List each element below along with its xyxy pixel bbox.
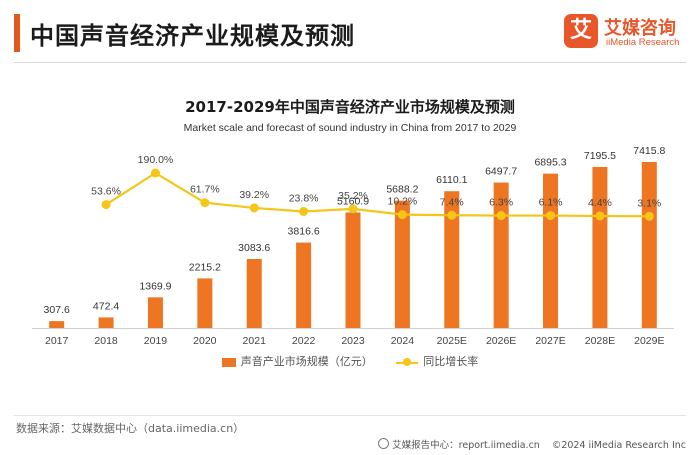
bar-value-label: 6497.7 — [485, 166, 517, 178]
bar-2024 — [394, 200, 410, 328]
bar-value-label: 7195.5 — [584, 150, 616, 162]
growth-point-2026E — [496, 211, 506, 221]
x-tick-label: 2026E — [486, 335, 516, 347]
brand-logo: 艾 艾媒咨询 iiMedia Research — [564, 10, 684, 52]
x-tick-label: 2023 — [341, 335, 365, 347]
legend-line-label: 同比增长率 — [423, 355, 479, 368]
bar-2022 — [296, 242, 312, 328]
growth-point-2027E — [546, 211, 556, 221]
bar-value-label: 3083.6 — [238, 242, 270, 254]
data-source-note: 数据来源：艾媒数据中心（data.iimedia.cn） — [16, 422, 245, 435]
growth-rate-label: 3.1% — [637, 197, 661, 209]
growth-point-2025E — [447, 210, 457, 220]
growth-rate-label: 53.6% — [91, 186, 121, 198]
growth-rate-label: 4.4% — [588, 197, 612, 209]
bar-value-label: 472.4 — [93, 300, 119, 312]
chart-subtitle: Market scale and forecast of sound indus… — [183, 122, 517, 134]
footer-credits: 艾媒报告中心：report.iimedia.cn ©2024 iiMedia Re… — [378, 437, 686, 451]
growth-rate-label: 6.1% — [539, 197, 563, 209]
header-accent-bar — [14, 14, 20, 52]
growth-rate-label: 61.7% — [190, 184, 220, 196]
bar-value-label: 7415.8 — [633, 145, 665, 157]
copyright-text: ©2024 iiMedia Research Inc — [551, 440, 686, 451]
footer-divider — [14, 415, 686, 416]
x-tick-label: 2018 — [94, 335, 118, 347]
growth-point-2023 — [348, 204, 358, 214]
legend-line-swatch — [396, 357, 419, 367]
brand-subtitle: iiMedia Research — [606, 37, 680, 48]
brand-name: 艾媒咨询 — [604, 18, 676, 39]
growth-rate-label: 35.2% — [338, 190, 368, 202]
bar-2018 — [98, 317, 114, 328]
bar-2027E — [543, 173, 559, 328]
brand-badge-icon: 艾 — [564, 14, 598, 48]
x-tick-label: 2027E — [535, 335, 565, 347]
x-tick-label: 2024 — [391, 335, 415, 347]
bar-value-label: 2215.2 — [189, 261, 221, 273]
bar-value-label: 6110.1 — [436, 174, 467, 186]
growth-point-2019 — [150, 168, 160, 178]
bar-2026E — [493, 182, 509, 328]
x-tick-label: 2029E — [634, 335, 664, 347]
bar-2029E — [641, 162, 657, 328]
bar-value-label: 307.6 — [44, 304, 70, 316]
growth-point-2020 — [200, 198, 210, 208]
growth-point-2028E — [595, 211, 605, 221]
x-tick-label: 2022 — [292, 335, 316, 347]
page-title: 中国声音经济产业规模及预测 — [30, 22, 355, 50]
bar-value-label: 5160.9 — [337, 195, 369, 207]
header-divider — [14, 62, 686, 63]
bar-2020 — [197, 278, 213, 328]
growth-rate-label: 10.2% — [387, 196, 417, 208]
growth-point-2022 — [299, 206, 309, 216]
bar-2021 — [246, 258, 262, 328]
bar-2017 — [49, 321, 65, 328]
growth-point-2021 — [249, 203, 259, 213]
growth-rate-line — [105, 171, 650, 218]
growth-rate-label: 23.8% — [289, 192, 319, 204]
legend-bar-label: 声音产业市场规模（亿元） — [240, 355, 373, 368]
bar-2028E — [592, 166, 608, 328]
legend-bar-swatch — [221, 357, 236, 367]
legend-item-growth-rate: 同比增长率 — [396, 353, 478, 369]
bar-2023 — [345, 212, 361, 328]
growth-rate-label: 190.0% — [138, 154, 174, 166]
report-center-icon — [378, 438, 390, 449]
chart-title: 2017-2029年中国声音经济产业市场规模及预测 — [185, 98, 515, 116]
growth-point-2029E — [644, 211, 654, 221]
bar-value-label: 1369.9 — [139, 280, 171, 292]
bar-2025E — [444, 191, 460, 328]
growth-rate-label: 7.4% — [440, 196, 464, 208]
x-tick-label: 2020 — [193, 335, 217, 347]
growth-rate-label: 39.2% — [239, 189, 269, 201]
bar-value-label: 5688.2 — [386, 184, 418, 196]
x-tick-label: 2025E — [437, 335, 467, 347]
growth-point-2024 — [397, 210, 407, 220]
bar-value-label: 6895.3 — [534, 157, 566, 169]
bar-2019 — [147, 297, 163, 328]
report-center-text: 艾媒报告中心：report.iimedia.cn — [392, 440, 540, 451]
x-tick-label: 2019 — [144, 335, 168, 347]
bar-value-label: 3816.6 — [288, 226, 320, 238]
growth-point-2018 — [101, 200, 111, 210]
growth-rate-label: 6.3% — [489, 197, 513, 209]
chart-legend: 声音产业市场规模（亿元） 同比增长率 — [0, 353, 700, 369]
legend-item-market-scale: 声音产业市场规模（亿元） — [221, 353, 373, 369]
x-tick-label: 2021 — [243, 335, 267, 347]
x-tick-label: 2028E — [585, 335, 615, 347]
x-tick-label: 2017 — [45, 335, 69, 347]
